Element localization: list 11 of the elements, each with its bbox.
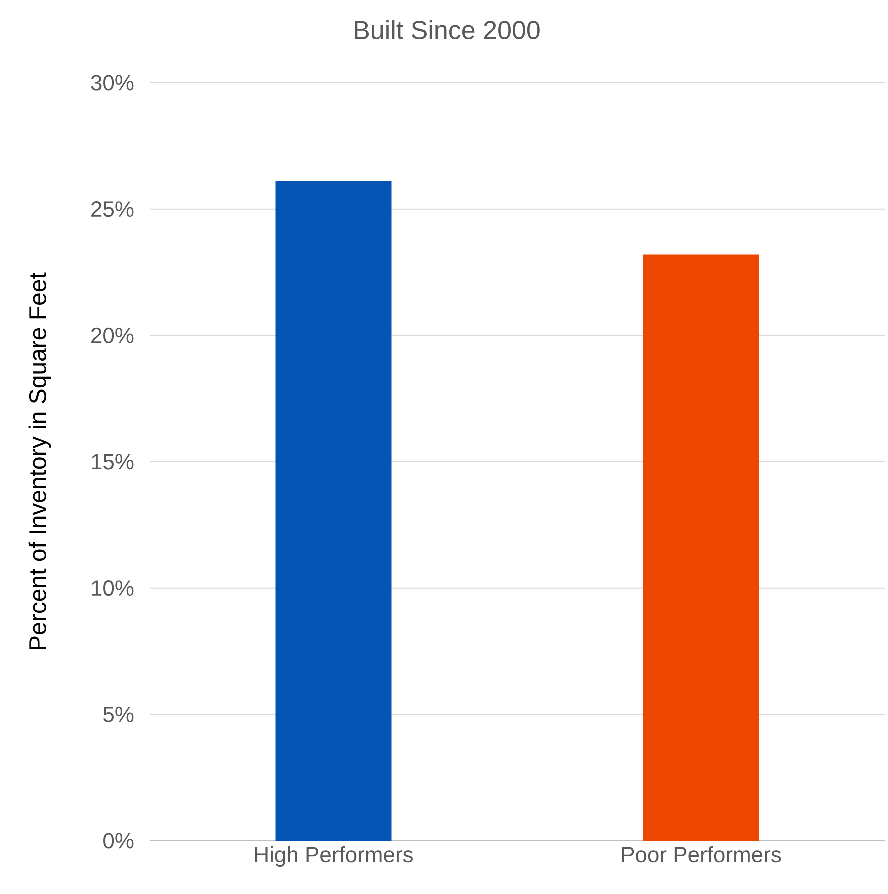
y-tick-label: 0% — [104, 833, 134, 849]
y-tick-label: 20% — [92, 328, 134, 344]
y-tick-label: 5% — [104, 706, 134, 722]
x-tick-label: High Performers — [255, 846, 413, 868]
y-tick-label: 30% — [91, 75, 134, 91]
y-axis-title: Percent of Inventory in Square Feet — [28, 272, 52, 650]
y-tick-label: 15% — [92, 454, 134, 470]
x-tick-label: Poor Performers — [622, 846, 782, 863]
y-tick-label: 25% — [92, 202, 134, 218]
y-tick-label: 10% — [92, 580, 134, 596]
chart-title: Built Since 2000 — [355, 20, 540, 40]
